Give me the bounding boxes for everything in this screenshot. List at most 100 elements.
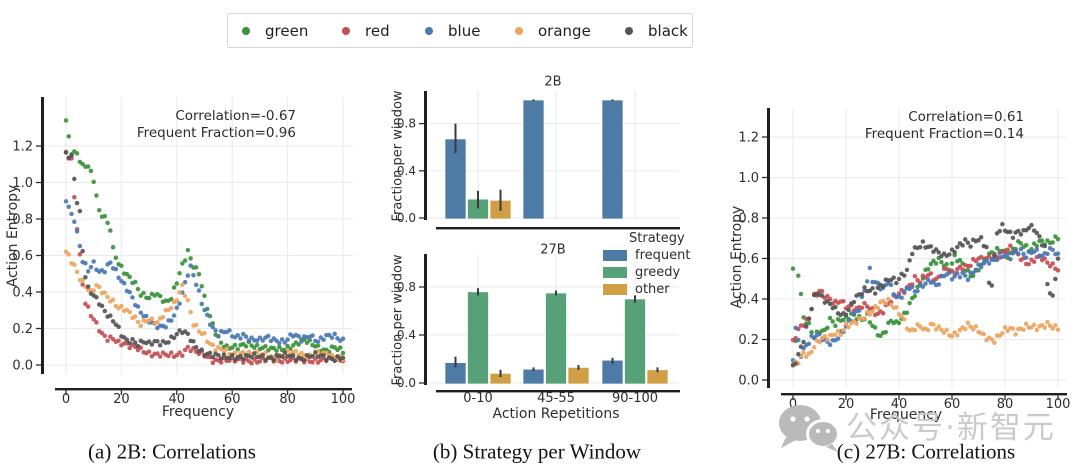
scatter_27b-points-orange	[790, 296, 1061, 368]
svg-text:90-100: 90-100	[612, 391, 658, 406]
svg-text:1.0: 1.0	[738, 171, 759, 186]
legend-item-green: green	[242, 14, 308, 47]
svg-text:0.4: 0.4	[12, 286, 33, 301]
svg-text:40: 40	[891, 397, 908, 412]
bar_27b-ticks: 0.0 0.4 0.8 0-10 45-55 90-100	[397, 280, 658, 406]
scatter_2b-points-green	[63, 118, 346, 356]
annotation-27b: Correlation=0.61 Frequent Fraction=0.14	[814, 109, 1024, 143]
svg-text:100: 100	[331, 392, 356, 407]
color-legend: green red blue orange black	[227, 13, 693, 48]
xlabel-27b-scatter: Frequency	[869, 407, 943, 423]
svg-text:0.0: 0.0	[397, 376, 416, 390]
svg-text:0.8: 0.8	[397, 117, 416, 131]
frequent-fraction-text: Frequent Fraction=0.14	[864, 126, 1024, 142]
svg-text:0: 0	[789, 397, 797, 412]
bar_27b-y-spine	[424, 254, 427, 385]
strategy-label: greedy	[635, 265, 681, 280]
strategy-item-other: other	[603, 281, 723, 298]
legend-item-blue: blue	[425, 14, 480, 47]
correlation-text: Correlation=0.61	[908, 109, 1024, 125]
red-dot-icon	[342, 26, 350, 35]
orange-dot-icon	[515, 26, 523, 35]
wechat-icon	[779, 405, 840, 452]
svg-text:1.2: 1.2	[738, 131, 759, 146]
correlation-text: Correlation=-0.67	[175, 108, 296, 124]
ylabel-27b-scatter: Action Entropy	[729, 205, 745, 309]
watermark-text: 公众号·新智元	[846, 410, 1056, 446]
title-2b-bars: 2B	[544, 74, 562, 90]
annotation-2b: Correlation=-0.67 Frequent Fraction=0.96	[86, 108, 296, 142]
svg-text:0.8: 0.8	[12, 213, 33, 228]
svg-text:60: 60	[944, 397, 961, 412]
scatter_27b-points-black	[790, 221, 1061, 368]
caption-c: (c) 27B: Correlations	[836, 439, 1016, 464]
svg-text:1.0: 1.0	[12, 176, 33, 191]
frequent-fraction-text: Frequent Fraction=0.96	[136, 125, 296, 141]
legend-label: black	[648, 21, 688, 40]
svg-text:0.4: 0.4	[397, 164, 416, 178]
xlabel-27b-bars: Action Repetitions	[492, 406, 620, 422]
svg-text:80: 80	[997, 397, 1014, 412]
ylabel-27b-bars: Fraction per window	[390, 254, 406, 386]
svg-text:0.6: 0.6	[12, 249, 33, 264]
bar_27b-bars	[444, 291, 669, 385]
svg-text:0.2: 0.2	[738, 333, 759, 348]
scatter_27b-points-blue	[790, 245, 1061, 363]
svg-text:0.8: 0.8	[738, 212, 759, 227]
frequent-swatch-icon	[603, 250, 627, 261]
svg-text:0.4: 0.4	[397, 328, 416, 342]
ylabel-2b-bars: Fraction per window	[390, 90, 406, 222]
legend-label: blue	[448, 21, 481, 40]
scatter_2b-x-axis	[55, 388, 352, 391]
strategy-label: other	[635, 282, 670, 297]
svg-text:0.0: 0.0	[397, 211, 416, 225]
bar_27b-x-axis	[436, 390, 680, 393]
blue-dot-icon	[425, 26, 433, 35]
strategy-item-greedy: greedy	[603, 264, 723, 281]
black-dot-icon	[625, 26, 633, 35]
scatter_27b-x-axis	[781, 393, 1067, 396]
xlabel-2b-scatter: Frequency	[161, 404, 235, 420]
svg-text:45-55: 45-55	[537, 391, 575, 406]
scatter_2b-points-orange	[63, 249, 346, 363]
svg-text:0: 0	[62, 392, 70, 407]
svg-text:20: 20	[113, 392, 130, 407]
scatter_27b-ticks: 0 20 40 60 80 100 0.0 0.2 0.4 0.6 0.8 1.0 1.2	[738, 131, 1070, 413]
bar_2b-y-spine	[424, 91, 427, 220]
svg-text:60: 60	[224, 392, 241, 407]
strategy-label: frequent	[635, 248, 691, 263]
svg-text:40: 40	[169, 392, 186, 407]
scatter_27b-points-green	[790, 234, 1061, 344]
greedy-swatch-icon	[603, 267, 627, 278]
legend-label: green	[265, 21, 309, 40]
scatter_27b-y-spine	[767, 108, 770, 388]
caption-b: (b) Strategy per Window	[432, 439, 642, 464]
svg-text:0.0: 0.0	[12, 359, 33, 374]
strategy-legend-title: Strategy	[629, 231, 685, 246]
scatter_2b-points-blue	[63, 199, 346, 346]
svg-text:0.0: 0.0	[738, 374, 759, 389]
legend-item-black: black	[625, 14, 688, 47]
strategy-item-frequent: frequent	[603, 247, 723, 264]
bar_2b-ticks: 0.0 0.4 0.8	[397, 117, 424, 225]
svg-text:0.2: 0.2	[12, 322, 33, 337]
svg-text:0.8: 0.8	[397, 280, 416, 294]
legend-item-red: red	[342, 14, 390, 47]
ylabel-2b-scatter: Action Entropy	[5, 184, 21, 288]
svg-text:0.4: 0.4	[738, 293, 759, 308]
green-dot-icon	[242, 26, 250, 35]
watermark	[776, 403, 846, 457]
svg-text:0.6: 0.6	[738, 252, 759, 267]
title-27b-bars: 27B	[540, 242, 566, 258]
other-swatch-icon	[603, 284, 627, 295]
scatter_2b-ticks: 0 20 40 60 80 100 0.0 0.2 0.4 0.6 0.8 1.0 1.2	[12, 140, 355, 408]
legend-label: red	[365, 21, 390, 40]
svg-text:1.2: 1.2	[12, 140, 33, 155]
bar_2b-bars	[444, 99, 624, 220]
caption-a: (a) 2B: Correlations	[88, 439, 256, 464]
scatter_2b-y-spine	[41, 97, 44, 374]
legend-label: orange	[538, 21, 591, 40]
bar_2b-x-axis	[436, 227, 680, 230]
bar_27b-errorbars	[454, 288, 659, 377]
